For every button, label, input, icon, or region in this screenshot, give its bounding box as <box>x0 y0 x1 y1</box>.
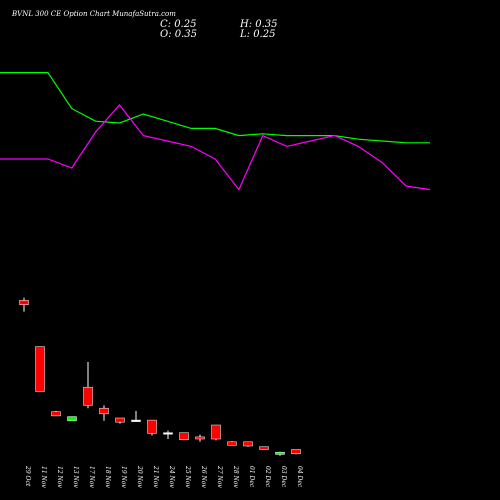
x-tick-label: 13 Nov <box>72 466 79 488</box>
overlay-lines <box>0 71 431 191</box>
candle-body <box>51 411 61 417</box>
candle-01-dec <box>243 441 253 447</box>
candle-body <box>35 346 45 392</box>
candle-25-nov <box>179 432 189 441</box>
candle-body <box>131 419 141 422</box>
x-tick-label: 03 Dec <box>280 466 287 488</box>
x-tick-label: 04 Dec <box>296 466 303 488</box>
x-tick-label: 12 Nov <box>56 466 63 488</box>
candle-20-nov <box>131 411 141 422</box>
x-tick-label: 28 Nov <box>232 465 239 488</box>
candle-17-nov <box>83 362 93 409</box>
x-tick-label: 20 Nov <box>136 465 143 488</box>
candle-body <box>115 417 125 423</box>
x-tick-label: 25 Nov <box>184 465 191 488</box>
candle-28-nov <box>227 441 237 446</box>
candle-18-nov <box>99 405 109 421</box>
x-tick-label: 29 Oct <box>24 465 31 487</box>
chart-title: BVNL 300 CE Option Chart MunafaSutra.com <box>11 10 176 18</box>
overlay-line-1 <box>0 71 430 144</box>
x-tick-label: 24 Nov <box>168 465 175 488</box>
x-tick-label: 18 Nov <box>104 466 111 488</box>
candle-body <box>99 407 109 415</box>
high-readout: H: 0.35 <box>239 19 278 30</box>
candle-body <box>67 416 77 422</box>
candle-27-nov <box>211 424 221 441</box>
x-tick-label: 11 Nov <box>40 466 47 488</box>
candle-body <box>275 452 285 455</box>
candle-body <box>83 386 93 406</box>
x-tick-label: 01 Dec <box>248 466 255 488</box>
candle-02-dec <box>259 446 269 450</box>
candle-13-nov <box>67 416 77 422</box>
candle-body <box>211 424 221 440</box>
candle-body <box>147 419 157 434</box>
x-tick-label: 19 Nov <box>120 466 127 488</box>
candle-03-dec <box>275 451 285 456</box>
overlay-line-2 <box>0 104 431 191</box>
candle-body <box>195 436 205 440</box>
candle-body <box>259 446 269 450</box>
close-readout: C: 0.25 <box>160 19 196 30</box>
candles <box>19 297 301 456</box>
low-readout: L: 0.25 <box>239 29 275 40</box>
candle-body <box>291 449 301 454</box>
x-tick-label: 17 Nov <box>88 466 95 488</box>
x-tick-label: 21 Nov <box>152 465 159 488</box>
candle-body <box>19 300 29 305</box>
candle-11-nov <box>35 346 45 392</box>
candle-26-nov <box>195 434 205 442</box>
open-readout: O: 0.35 <box>160 29 197 40</box>
candle-body <box>227 441 237 446</box>
x-tick-label: 02 Dec <box>264 466 271 488</box>
candle-04-dec <box>291 449 301 455</box>
candle-24-nov <box>163 430 173 439</box>
candle-12-nov <box>51 411 61 417</box>
candle-29-oct <box>19 297 29 312</box>
candle-body <box>179 432 189 440</box>
candle-body <box>163 432 173 435</box>
x-tick-label: 26 Nov <box>200 465 207 488</box>
x-tick-label: 27 Nov <box>216 465 223 488</box>
candle-19-nov <box>115 417 125 424</box>
candle-21-nov <box>147 419 157 436</box>
x-axis-ticks: 29 Oct 11 Nov 12 Nov 13 Nov 17 Nov 18 Nov 19 N… <box>24 465 303 488</box>
candle-body <box>243 441 253 447</box>
